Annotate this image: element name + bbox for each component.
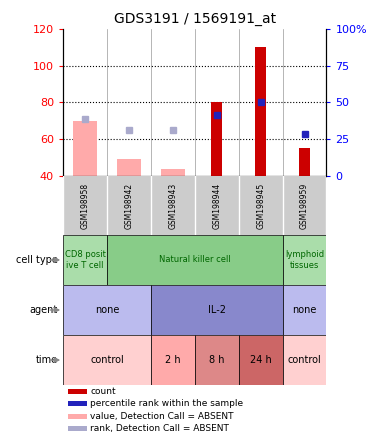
Text: 2 h: 2 h: [165, 355, 181, 365]
Text: value, Detection Call = ABSENT: value, Detection Call = ABSENT: [91, 412, 234, 421]
Text: GSM198943: GSM198943: [168, 183, 177, 230]
Bar: [107, 235, 283, 285]
Bar: [239, 335, 283, 385]
Text: agent: agent: [30, 305, 58, 315]
Bar: [195, 335, 239, 385]
Text: control: control: [288, 355, 321, 365]
Bar: [68, 414, 87, 419]
Bar: [68, 426, 87, 431]
Text: 24 h: 24 h: [250, 355, 272, 365]
Title: GDS3191 / 1569191_at: GDS3191 / 1569191_at: [114, 12, 276, 27]
Text: GSM198944: GSM198944: [212, 183, 221, 230]
Text: none: none: [292, 305, 317, 315]
Bar: [299, 148, 310, 176]
Bar: [283, 335, 326, 385]
Bar: [68, 389, 87, 394]
Bar: [63, 285, 151, 335]
Text: Natural killer cell: Natural killer cell: [159, 255, 231, 265]
Text: CD8 posit
ive T cell: CD8 posit ive T cell: [65, 250, 105, 270]
Text: time: time: [36, 355, 58, 365]
Bar: [211, 103, 222, 176]
Bar: [63, 235, 107, 285]
Bar: [283, 235, 326, 285]
Text: GSM198945: GSM198945: [256, 183, 265, 230]
Text: 8 h: 8 h: [209, 355, 224, 365]
Bar: [73, 121, 97, 176]
Bar: [63, 335, 151, 385]
Text: GSM198958: GSM198958: [81, 183, 89, 229]
Bar: [151, 285, 283, 335]
Text: GSM198959: GSM198959: [300, 183, 309, 230]
Text: count: count: [91, 387, 116, 396]
Text: cell type: cell type: [16, 255, 58, 265]
Bar: [161, 169, 185, 176]
Bar: [255, 47, 266, 176]
Text: rank, Detection Call = ABSENT: rank, Detection Call = ABSENT: [91, 424, 229, 433]
Bar: [68, 401, 87, 406]
Bar: [283, 285, 326, 335]
Text: IL-2: IL-2: [208, 305, 226, 315]
Text: GSM198942: GSM198942: [124, 183, 134, 229]
Text: percentile rank within the sample: percentile rank within the sample: [91, 399, 244, 408]
Text: lymphoid
tissues: lymphoid tissues: [285, 250, 324, 270]
Text: control: control: [90, 355, 124, 365]
Text: none: none: [95, 305, 119, 315]
Bar: [151, 335, 195, 385]
Bar: [117, 159, 141, 176]
